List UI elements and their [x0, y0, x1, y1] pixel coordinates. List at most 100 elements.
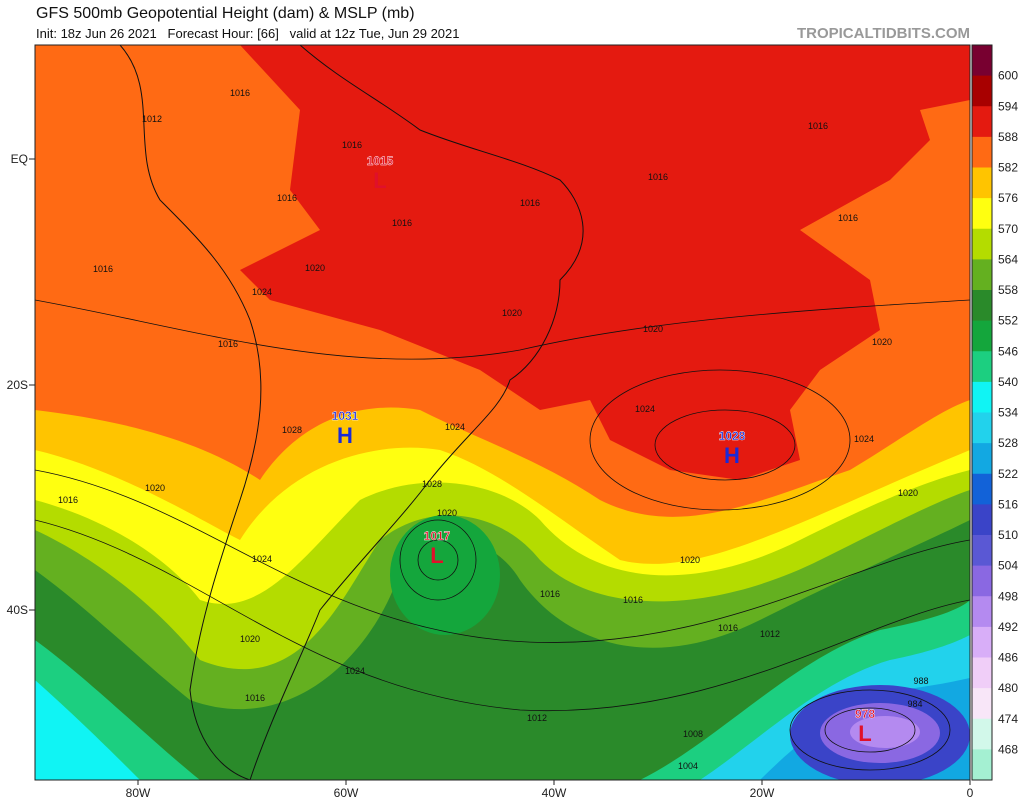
colorbar-label: 480 [998, 681, 1018, 695]
isobar-label: 984 [907, 699, 922, 709]
colorbar-box [972, 75, 992, 107]
isobar-label: 1012 [760, 629, 780, 639]
colorbar-frame [971, 44, 993, 781]
title: GFS 500mb Geopotential Height (dam) & MS… [36, 5, 415, 22]
colorbar-box [972, 412, 992, 444]
colorbar-label: 600 [998, 69, 1018, 83]
colorbar-label: 486 [998, 651, 1018, 665]
colorbar-label: 564 [998, 252, 1018, 266]
center-pressure: 1031 [332, 409, 359, 423]
center-pressure: 1028 [719, 429, 746, 443]
subtitle: Init: 18z Jun 26 2021 Forecast Hour: [66… [36, 26, 459, 41]
center-symbol: L [430, 543, 443, 568]
isobar-label: 1024 [252, 554, 272, 564]
lat-label: 20S [7, 378, 28, 392]
colorbar-box [972, 167, 992, 199]
isobar-label: 1020 [305, 263, 325, 273]
colorbar-box [972, 596, 992, 628]
colorbar-box [972, 351, 992, 383]
colorbar-label: 528 [998, 436, 1018, 450]
colorbar-label: 474 [998, 712, 1018, 726]
colorbar-label: 558 [998, 283, 1018, 297]
credit: TROPICALTIDBITS.COM [797, 25, 970, 42]
lon-label: 20W [750, 786, 775, 800]
isobar-label: 1016 [718, 623, 738, 633]
colorbar-label: 492 [998, 620, 1018, 634]
isobar-label: 1024 [345, 666, 365, 676]
center-symbol: L [373, 168, 386, 193]
isobar-label: 1024 [854, 434, 874, 444]
map-frame [34, 44, 971, 781]
colorbar-label: 534 [998, 406, 1018, 420]
colorbar-label: 546 [998, 344, 1018, 358]
isobar-label: 1016 [58, 495, 78, 505]
isobar-label: 1020 [145, 483, 165, 493]
isobar-label: 1024 [252, 287, 272, 297]
isobar-label: 1016 [838, 213, 858, 223]
isobar-label: 1020 [898, 488, 918, 498]
center-symbol: H [337, 423, 353, 448]
colorbar-box [972, 136, 992, 168]
isobar-label: 1016 [218, 339, 238, 349]
isobar-label: 1020 [240, 634, 260, 644]
isobar-label: 1016 [342, 140, 362, 150]
isobar-label: 1024 [445, 422, 465, 432]
colorbar-box [972, 45, 992, 77]
colorbar-box [972, 718, 992, 750]
isobar-label: 1028 [422, 479, 442, 489]
colorbar-label: 516 [998, 497, 1018, 511]
lat-label: 40S [7, 603, 28, 617]
isobar-label: 1016 [245, 693, 265, 703]
isobar-label: 1016 [623, 595, 643, 605]
colorbar-box [972, 106, 992, 138]
colorbar-box [972, 259, 992, 291]
colorbar-label: 594 [998, 99, 1018, 113]
colorbar-label: 504 [998, 559, 1018, 573]
isobar-label: 1016 [93, 264, 113, 274]
colorbar-label: 576 [998, 191, 1018, 205]
center-pressure: 1017 [424, 529, 451, 543]
colorbar-label: 552 [998, 314, 1018, 328]
colorbar-label: 498 [998, 589, 1018, 603]
map-labels: 1016 1012 1016 1016 1016 1016 1020 1024 1016 1016… [58, 88, 929, 771]
isobar-label: 1016 [230, 88, 250, 98]
colorbar-box [972, 626, 992, 658]
colorbar-box [972, 688, 992, 720]
colorbar-box [972, 473, 992, 505]
isobar-label: 1016 [648, 172, 668, 182]
isobar-label: 988 [913, 676, 928, 686]
isobar-label: 1020 [872, 337, 892, 347]
colorbar-box [972, 381, 992, 413]
colorbar-box [972, 535, 992, 567]
colorbar-label: 540 [998, 375, 1018, 389]
isobar-label: 1020 [680, 555, 700, 565]
isobar-label: 1020 [643, 324, 663, 334]
lon-label: 80W [126, 786, 151, 800]
colorbar-box [972, 443, 992, 475]
isobar-label: 1024 [635, 404, 655, 414]
isobar-label: 1016 [540, 589, 560, 599]
lon-label: 60W [334, 786, 359, 800]
lon-label: 40W [542, 786, 567, 800]
lon-label: 0 [967, 786, 974, 800]
colorbar-label: 582 [998, 161, 1018, 175]
isobar-label: 1012 [142, 114, 162, 124]
isobar-label: 1008 [683, 729, 703, 739]
isobar-label: 1016 [808, 121, 828, 131]
center-symbol: H [724, 443, 740, 468]
colorbar-label: 468 [998, 742, 1018, 756]
colorbar-box [972, 228, 992, 260]
colorbar-label: 510 [998, 528, 1018, 542]
colorbar-box [972, 320, 992, 352]
colorbar-label: 588 [998, 130, 1018, 144]
colorbar-label: 570 [998, 222, 1018, 236]
isobar-label: 1016 [277, 193, 297, 203]
colorbar-box [972, 749, 992, 781]
isobar-label: 1028 [282, 425, 302, 435]
isobar-label: 1016 [392, 218, 412, 228]
isobar-label: 1012 [527, 713, 547, 723]
center-symbol: L [858, 721, 871, 746]
colorbar-label: 522 [998, 467, 1018, 481]
lat-label: EQ [11, 152, 28, 166]
